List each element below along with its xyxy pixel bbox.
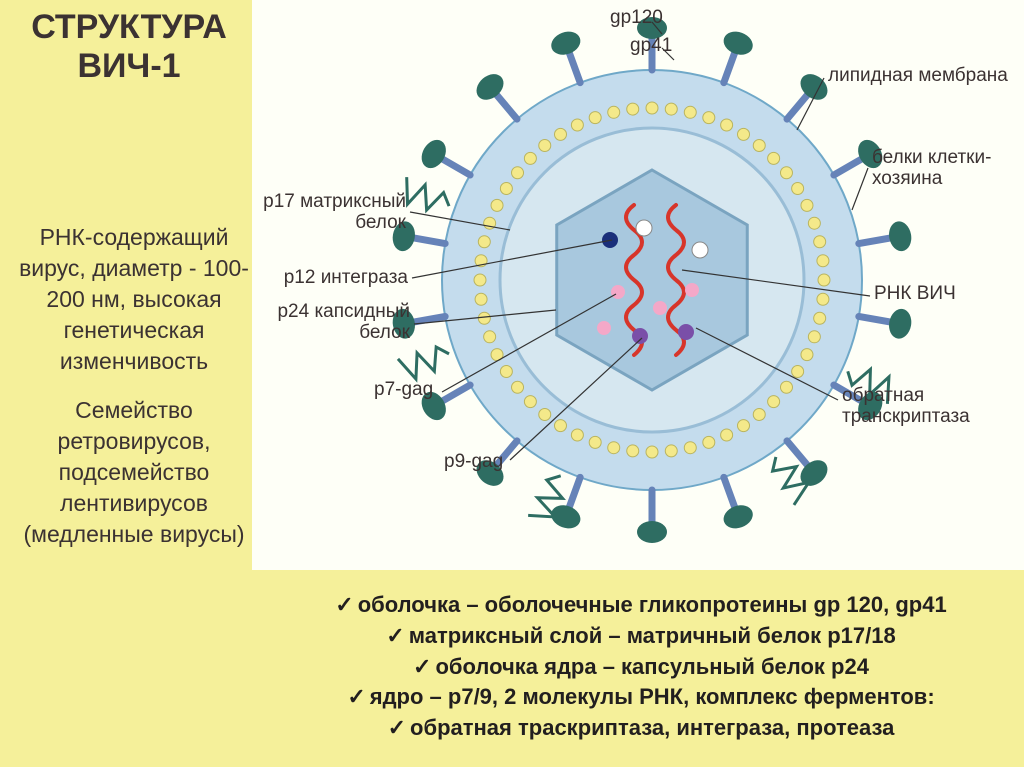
side-para-1: РНК-содержащий вирус, диаметр - 100-200 … bbox=[8, 222, 260, 377]
label-lipid-membrane: липидная мембрана bbox=[828, 66, 1008, 87]
label-p12: р12 интеграза bbox=[278, 268, 408, 289]
page-title: СТРУКТУРА ВИЧ-1 bbox=[14, 8, 244, 86]
side-description: РНК-содержащий вирус, диаметр - 100-200 … bbox=[8, 222, 260, 568]
label-p24: р24 капсидный белок bbox=[264, 302, 410, 344]
label-gp41: gp41 bbox=[630, 36, 672, 57]
label-p7: р7-gag bbox=[374, 380, 433, 401]
title-text: СТРУКТУРА ВИЧ-1 bbox=[31, 8, 227, 85]
diagram-panel: gp120 gp41 липидная мембрана белки клетк… bbox=[252, 0, 1024, 570]
bullet-5: обратная траскриптаза, интеграза, протеа… bbox=[286, 713, 996, 744]
side-para-2: Семейство ретровирусов, подсемейство лен… bbox=[8, 395, 260, 550]
bullet-4: ядро – р7/9, 2 молекулы РНК, комплекс фе… bbox=[286, 682, 996, 713]
label-p9: p9-gag bbox=[444, 452, 503, 473]
bullet-list: оболочка – оболочечные гликопротеины gp … bbox=[286, 590, 996, 744]
label-gp120: gp120 bbox=[610, 8, 663, 29]
label-rna: РНК ВИЧ bbox=[874, 284, 956, 305]
label-host-proteins: белки клетки- хозяина bbox=[872, 148, 991, 190]
label-rt: обратная транскриптаза bbox=[842, 386, 970, 428]
bullet-3: оболочка ядра – капсульный белок р24 bbox=[286, 652, 996, 683]
bullet-2: матриксный слой – матричный белок р17/18 bbox=[286, 621, 996, 652]
label-p17: р17 матриксный белок bbox=[256, 192, 406, 234]
bullet-1: оболочка – оболочечные гликопротеины gp … bbox=[286, 590, 996, 621]
